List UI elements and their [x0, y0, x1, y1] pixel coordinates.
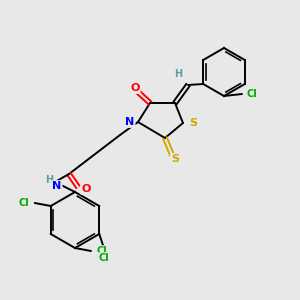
Text: N: N — [125, 117, 135, 127]
Text: O: O — [81, 184, 91, 194]
Text: Cl: Cl — [18, 198, 29, 208]
Text: S: S — [171, 154, 179, 164]
Text: Cl: Cl — [99, 253, 110, 263]
Text: Cl: Cl — [97, 246, 107, 256]
Text: O: O — [130, 83, 140, 93]
Text: Cl: Cl — [247, 89, 257, 99]
Text: S: S — [189, 118, 197, 128]
Text: N: N — [52, 181, 62, 191]
Text: H: H — [45, 175, 53, 185]
Text: H: H — [174, 69, 182, 79]
